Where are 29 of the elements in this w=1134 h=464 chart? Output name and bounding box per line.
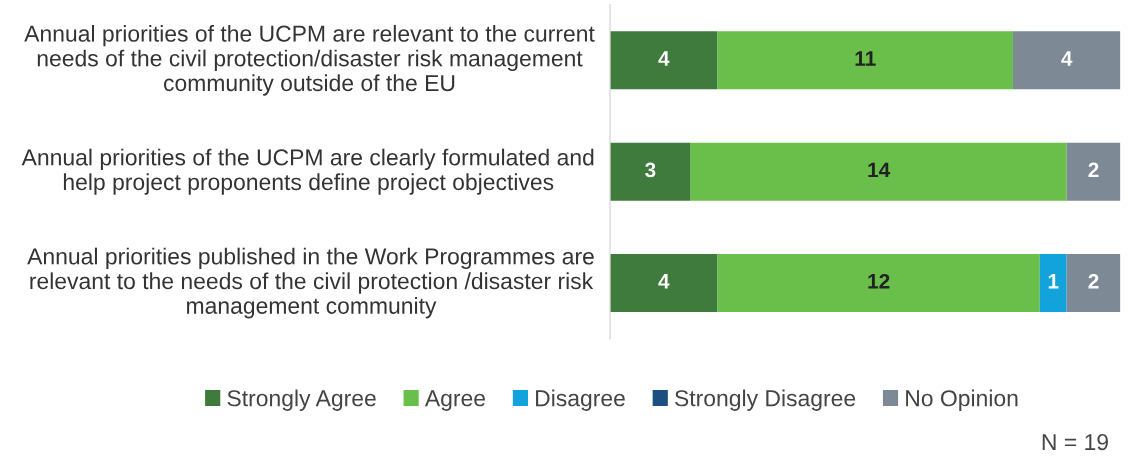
bar (1012, 31, 1121, 90)
bar (1066, 142, 1121, 201)
data-label: 11 (855, 51, 876, 66)
data-label: 14 (868, 162, 891, 178)
legend-label: Agree (424, 390, 486, 411)
bar (1039, 254, 1067, 312)
bar (1066, 254, 1121, 312)
legend-label: Strongly Disagree (675, 389, 856, 411)
bar (610, 254, 718, 312)
legend-label: Strongly Agree (227, 389, 376, 411)
data-label: 4 (658, 51, 670, 66)
legend-label: Disagree (536, 389, 625, 411)
data-label: 3 (645, 162, 656, 178)
data-label: 12 (868, 273, 890, 289)
data-label: 4 (658, 274, 670, 289)
data-label: 4 (1061, 51, 1073, 66)
y-tick-label: Annual priorities of the UCPM are clearly formulated and help project proponents define project objectives (21, 148, 594, 195)
data-label: 1 (1048, 274, 1059, 289)
y-tick-label: Annual priorities of the UCPM are relevant to the current needs of the civil protection/disaster risk management community outside of the EU (24, 24, 595, 96)
data-label: 2 (1088, 273, 1099, 289)
bar (610, 142, 691, 201)
y-tick-label: Annual priorities published in the Work Programmes are relevant to the needs of the civil protection /disaster risk management community (27, 247, 594, 319)
legend-label: No Opinion (906, 389, 1018, 411)
bar (610, 31, 718, 90)
text: N = 19 (1042, 433, 1108, 451)
bar (717, 254, 1040, 312)
data-label: 2 (1088, 162, 1099, 178)
bar (717, 31, 1013, 90)
bar (690, 142, 1067, 201)
